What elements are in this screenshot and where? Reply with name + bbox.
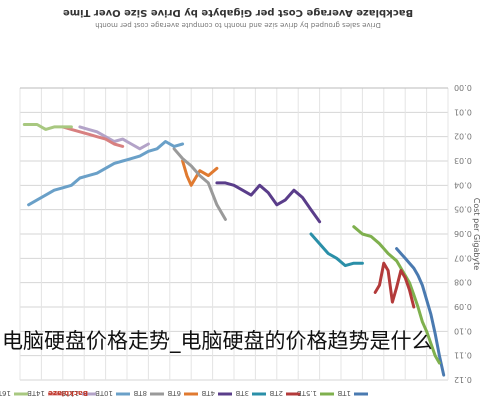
legend-label: 4TB — [201, 389, 215, 397]
y-axis-label: Cost per Gigabyte — [472, 198, 481, 271]
y-tick-label: 0.06 — [454, 229, 472, 238]
brand-logo-text: Backblaze — [48, 389, 88, 397]
legend-label: 3TB — [235, 389, 249, 397]
series-line-2tb — [373, 261, 416, 309]
y-tick-label: 0.02 — [454, 132, 472, 141]
chart-subtitle: Drive sales grouped by drive size and mo… — [95, 21, 381, 29]
series-line-10tb — [27, 140, 185, 207]
legend-label: 2TB — [269, 389, 283, 397]
y-tick-label: 0.11 — [454, 351, 472, 360]
series-line-14tb — [61, 125, 125, 148]
series-line-8tb — [172, 147, 227, 221]
legend-label: 1.5TB — [297, 389, 317, 397]
y-tick-label: 0.05 — [454, 205, 472, 214]
series-line-1tb — [395, 247, 446, 377]
y-tick-label: 0.01 — [454, 107, 472, 116]
legend-label: 8TB — [133, 389, 147, 397]
legend-label: 12TB — [61, 389, 79, 397]
series-line-16tb — [22, 123, 73, 131]
series-line-3tb — [309, 232, 364, 268]
legend-label: 1TB — [337, 389, 351, 397]
y-tick-label: 0.10 — [454, 326, 472, 335]
legend-label: 14TB — [27, 389, 45, 397]
legend-label: 10TB — [95, 389, 113, 397]
y-tick-label: 0.08 — [454, 278, 472, 287]
series-line-1-5tb — [352, 225, 441, 365]
series-line-6tb — [181, 159, 219, 187]
y-tick-label: 0.09 — [454, 302, 472, 311]
chart-title: Backblaze Average Cost per Gigabyte by D… — [63, 7, 413, 18]
y-tick-label: 0.07 — [454, 253, 472, 262]
series-line-12tb — [78, 125, 150, 151]
series-line-4tb — [215, 181, 322, 224]
legend-label: 6TB — [167, 389, 181, 397]
y-tick-label: 0.04 — [454, 180, 472, 189]
y-tick-label: 0.12 — [454, 375, 472, 384]
y-tick-label: 0.00 — [454, 83, 472, 92]
image-caption: 电脑硬盘价格走势_电脑硬盘的价格趋势是什么 — [2, 329, 433, 353]
y-tick-label: 0.03 — [454, 156, 472, 165]
legend-label: 16TB — [0, 389, 11, 397]
